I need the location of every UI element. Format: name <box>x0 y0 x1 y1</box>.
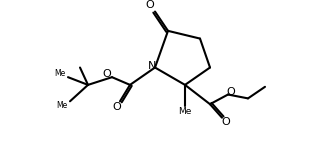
Text: O: O <box>103 69 111 79</box>
Text: O: O <box>227 87 235 97</box>
Text: Me: Me <box>56 101 68 110</box>
Text: Me: Me <box>178 107 192 116</box>
Text: O: O <box>221 117 230 127</box>
Text: Me: Me <box>54 69 65 78</box>
Text: O: O <box>113 102 121 112</box>
Text: O: O <box>146 0 154 10</box>
Text: N: N <box>148 61 156 71</box>
